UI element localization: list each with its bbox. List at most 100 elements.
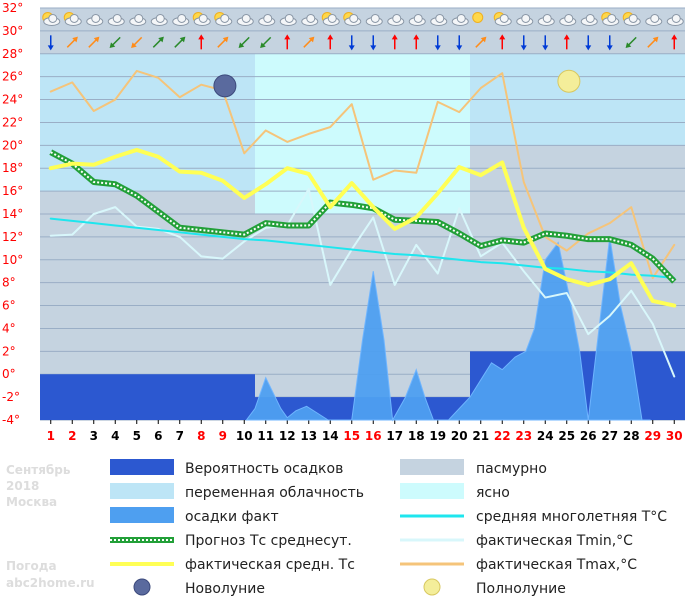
cloud-icon-29 bbox=[666, 13, 684, 26]
wind-head bbox=[542, 45, 549, 51]
y-tick-label: -2° bbox=[2, 390, 20, 404]
x-axis-ticks: 1 2 3 4 5 6 7 8 9 10 11 12 13 14 15 16 17 18 19 20 21 22 23 24 2… bbox=[47, 429, 683, 443]
cloud-icon-28 bbox=[645, 13, 663, 26]
cloud-icon-17 bbox=[408, 13, 426, 26]
cloud-icon-12 bbox=[301, 13, 319, 26]
x-tick-label: 29 bbox=[644, 429, 661, 443]
wind-head bbox=[585, 45, 592, 51]
y-tick-label: 20° bbox=[2, 138, 23, 152]
legend-label-tmax: фактическая Tmax,°C bbox=[476, 557, 637, 573]
wind-head bbox=[370, 45, 377, 51]
x-tick-label: 2 bbox=[68, 429, 76, 443]
cloud-puff-icon bbox=[564, 13, 574, 23]
legend-item-longterm: средняя многолетняя T°C bbox=[400, 509, 667, 525]
cloud-band-clear-1 bbox=[255, 53, 470, 215]
sun-cloud-icon-26 bbox=[601, 11, 620, 26]
legend-label-longterm: средняя многолетняя T°C bbox=[476, 509, 667, 525]
cloud-icon-2 bbox=[86, 13, 104, 26]
sun-cloud-icon-21 bbox=[493, 11, 512, 26]
wind-arrow-icon-11 bbox=[284, 34, 291, 50]
series-line-3 bbox=[49, 217, 676, 280]
cloud-puff-icon bbox=[241, 13, 251, 23]
moon-markers bbox=[213, 69, 581, 98]
cloud-puff-icon bbox=[607, 13, 617, 23]
x-tick-label: 5 bbox=[133, 429, 141, 443]
cloud-puff-icon bbox=[542, 13, 552, 23]
x-tick-label: 19 bbox=[429, 429, 446, 443]
wind-head bbox=[238, 42, 245, 48]
legend-label-new_moon: Новолуние bbox=[185, 581, 265, 597]
wind-arrow-icon-24 bbox=[563, 34, 570, 50]
weather-icons-row bbox=[42, 11, 684, 26]
wind-head bbox=[413, 34, 420, 40]
wind-head bbox=[109, 42, 116, 48]
wind-arrow-icon-7 bbox=[198, 34, 205, 50]
wind-arrow-icon-22 bbox=[520, 35, 527, 51]
wind-head bbox=[327, 34, 334, 40]
cloud-puff-icon bbox=[349, 13, 359, 23]
cloud-puff-icon bbox=[69, 13, 79, 23]
y-tick-label: 16° bbox=[2, 184, 23, 198]
legend-label-partly: переменная облачность bbox=[185, 485, 364, 501]
wind-head bbox=[606, 45, 613, 51]
wind-head bbox=[93, 36, 100, 43]
cloud-puff-icon bbox=[284, 13, 294, 23]
legend-item-new_moon: Новолуние bbox=[133, 578, 265, 597]
wind-arrow-icon-4 bbox=[131, 36, 143, 48]
wind-arrow-icon-0 bbox=[47, 35, 54, 51]
legend-swatch-precip bbox=[110, 507, 174, 523]
wind-arrow-icon-3 bbox=[109, 36, 121, 48]
sun-cloud-icon-14 bbox=[343, 11, 362, 26]
wind-head bbox=[671, 34, 678, 40]
wind-arrow-icon-28 bbox=[647, 36, 659, 48]
legend-label-avg_actual: фактическая средн. Тс bbox=[185, 557, 355, 573]
wind-arrow-icon-15 bbox=[370, 35, 377, 51]
full-moon-icon bbox=[557, 69, 581, 93]
cloud-band-overcast-2 bbox=[470, 145, 685, 352]
temperature-lines bbox=[48, 69, 677, 378]
cloud-icon-25 bbox=[580, 13, 598, 26]
cloud-icon-18 bbox=[430, 13, 448, 26]
series-line-2 bbox=[49, 187, 676, 378]
wind-head bbox=[260, 42, 266, 48]
wind-head bbox=[652, 36, 659, 43]
legend-label-clear: ясно bbox=[476, 485, 510, 501]
x-tick-label: 11 bbox=[257, 429, 274, 443]
legend-swatch-clear bbox=[400, 483, 464, 499]
wind-head bbox=[47, 45, 54, 51]
x-tick-label: 17 bbox=[386, 429, 403, 443]
y-tick-label: 4° bbox=[2, 321, 16, 335]
wind-arrow-icon-20 bbox=[475, 36, 487, 48]
cloud-puff-icon bbox=[521, 13, 531, 23]
wind-head bbox=[284, 34, 291, 40]
x-tick-label: 22 bbox=[494, 429, 511, 443]
new-moon-icon bbox=[213, 74, 237, 98]
wind-head bbox=[625, 42, 632, 48]
x-tick-label: 6 bbox=[154, 429, 162, 443]
legend-label-prob: Вероятность осадков bbox=[185, 461, 343, 477]
cloud-puff-icon bbox=[177, 13, 187, 23]
cloud-icon-5 bbox=[150, 13, 168, 26]
wind-head bbox=[308, 36, 315, 43]
x-tick-label: 4 bbox=[111, 429, 119, 443]
series-line-5 bbox=[48, 147, 677, 308]
y-tick-label: 28° bbox=[2, 47, 23, 61]
cloud-icon-3 bbox=[107, 13, 125, 26]
legend-label-overcast: пасмурно bbox=[476, 461, 547, 477]
wind-arrow-icon-16 bbox=[391, 34, 398, 50]
x-tick-label: 3 bbox=[90, 429, 98, 443]
precip-probability-bar-0 bbox=[40, 374, 255, 420]
sun-cloud-icon-27 bbox=[622, 11, 641, 26]
cloud-puff-icon bbox=[650, 13, 660, 23]
precip-area bbox=[245, 236, 651, 422]
y-tick-label: 6° bbox=[2, 299, 16, 313]
wind-arrow-icon-13 bbox=[327, 34, 334, 50]
sun-cloud-icon-13 bbox=[321, 11, 340, 26]
wind-head bbox=[158, 36, 164, 43]
legend-item-partly: переменная облачность bbox=[110, 483, 364, 501]
x-tick-label: 24 bbox=[537, 429, 554, 443]
y-tick-label: 14° bbox=[2, 207, 23, 221]
legend-label-forecast: Прогноз Тс среднесут. bbox=[185, 533, 352, 549]
sun-icon-20 bbox=[472, 11, 484, 23]
wind-head bbox=[198, 34, 205, 40]
